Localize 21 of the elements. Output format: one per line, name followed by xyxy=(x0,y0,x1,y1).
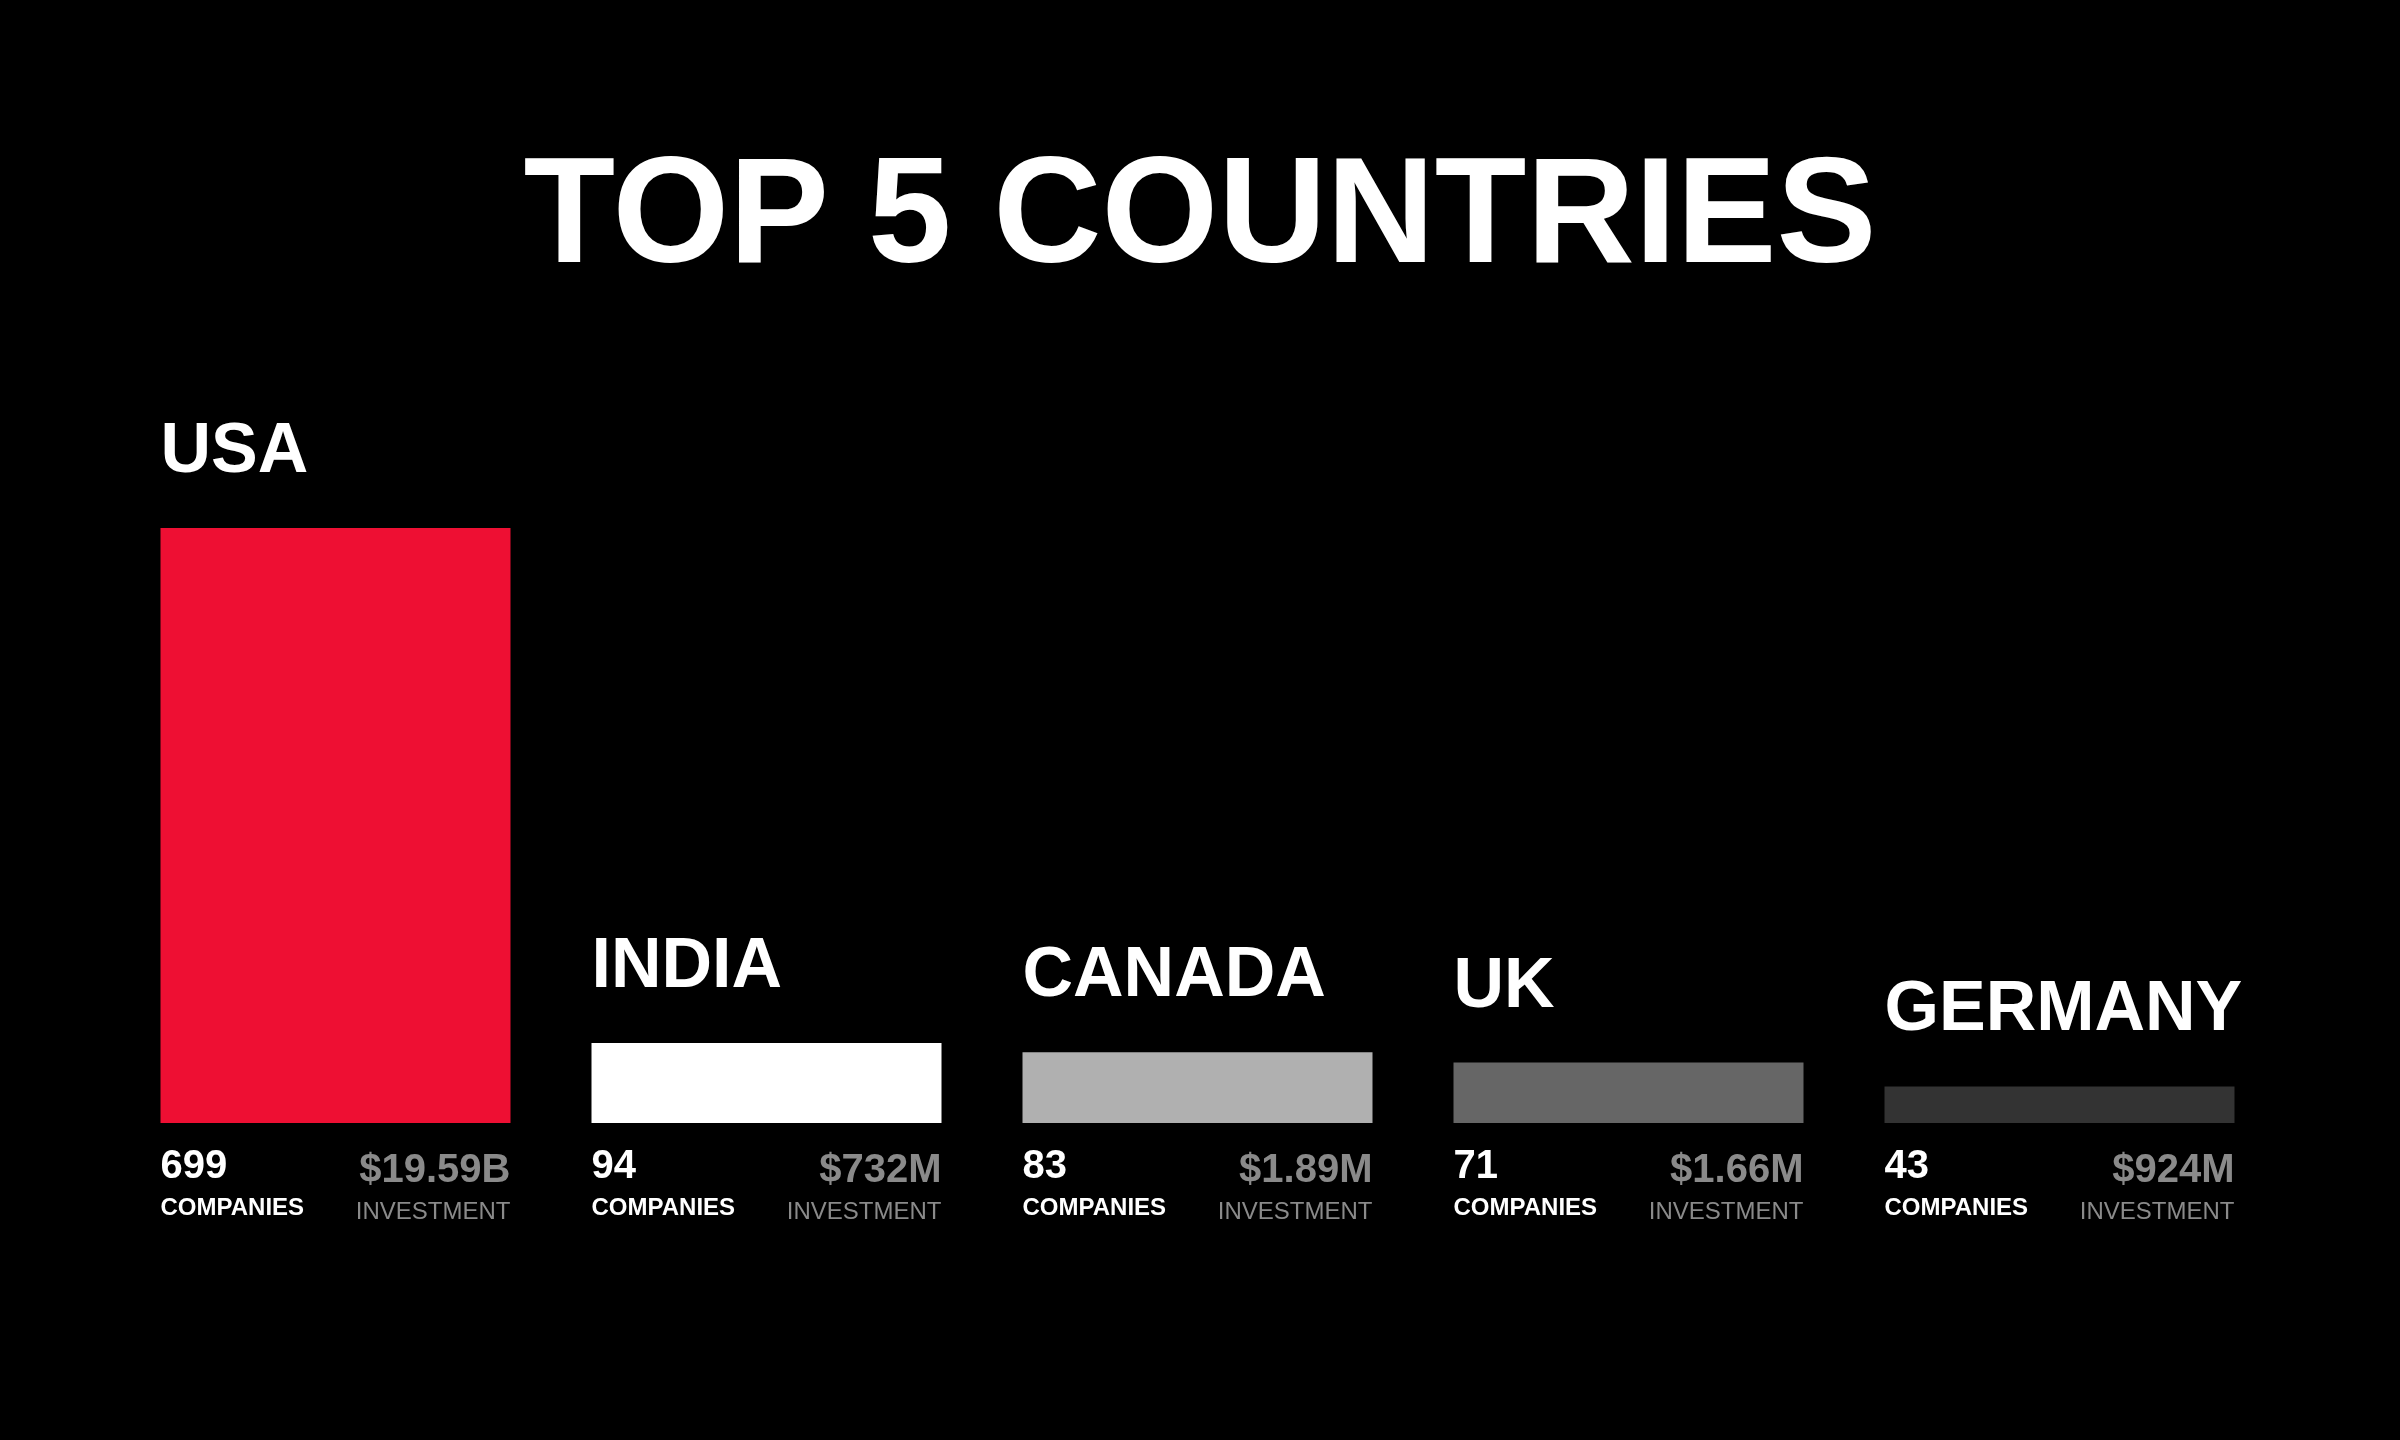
x-tick-label: USA xyxy=(160,409,309,487)
data-label: 94 COMPANIES xyxy=(591,1142,736,1220)
data-label: 83 COMPANIES xyxy=(1022,1142,1167,1220)
text: $924M INVESTMENT xyxy=(2079,1146,2235,1224)
x-tick-label: CANADA xyxy=(1022,933,1326,1012)
text: $19.59B INVESTMENT xyxy=(355,1146,511,1224)
data-label: 699 COMPANIES xyxy=(160,1142,305,1220)
text: $732M INVESTMENT xyxy=(786,1146,942,1224)
x-tick-label: INDIA xyxy=(591,923,783,1002)
bar xyxy=(1453,1062,1804,1123)
bar xyxy=(160,528,511,1123)
x-tick-label: GERMANY xyxy=(1884,967,2243,1046)
bar xyxy=(1884,1086,2235,1123)
x-tick-label: UK xyxy=(1453,943,1555,1022)
data-label: 71 COMPANIES xyxy=(1453,1142,1598,1220)
chart-title: TOP 5 COUNTRIES xyxy=(523,126,1877,294)
text: $1.66M INVESTMENT xyxy=(1648,1146,1804,1224)
data-label: 43 COMPANIES xyxy=(1884,1142,2029,1220)
bar xyxy=(1022,1052,1373,1123)
text: $1.89M INVESTMENT xyxy=(1217,1146,1373,1224)
bar xyxy=(591,1042,942,1123)
